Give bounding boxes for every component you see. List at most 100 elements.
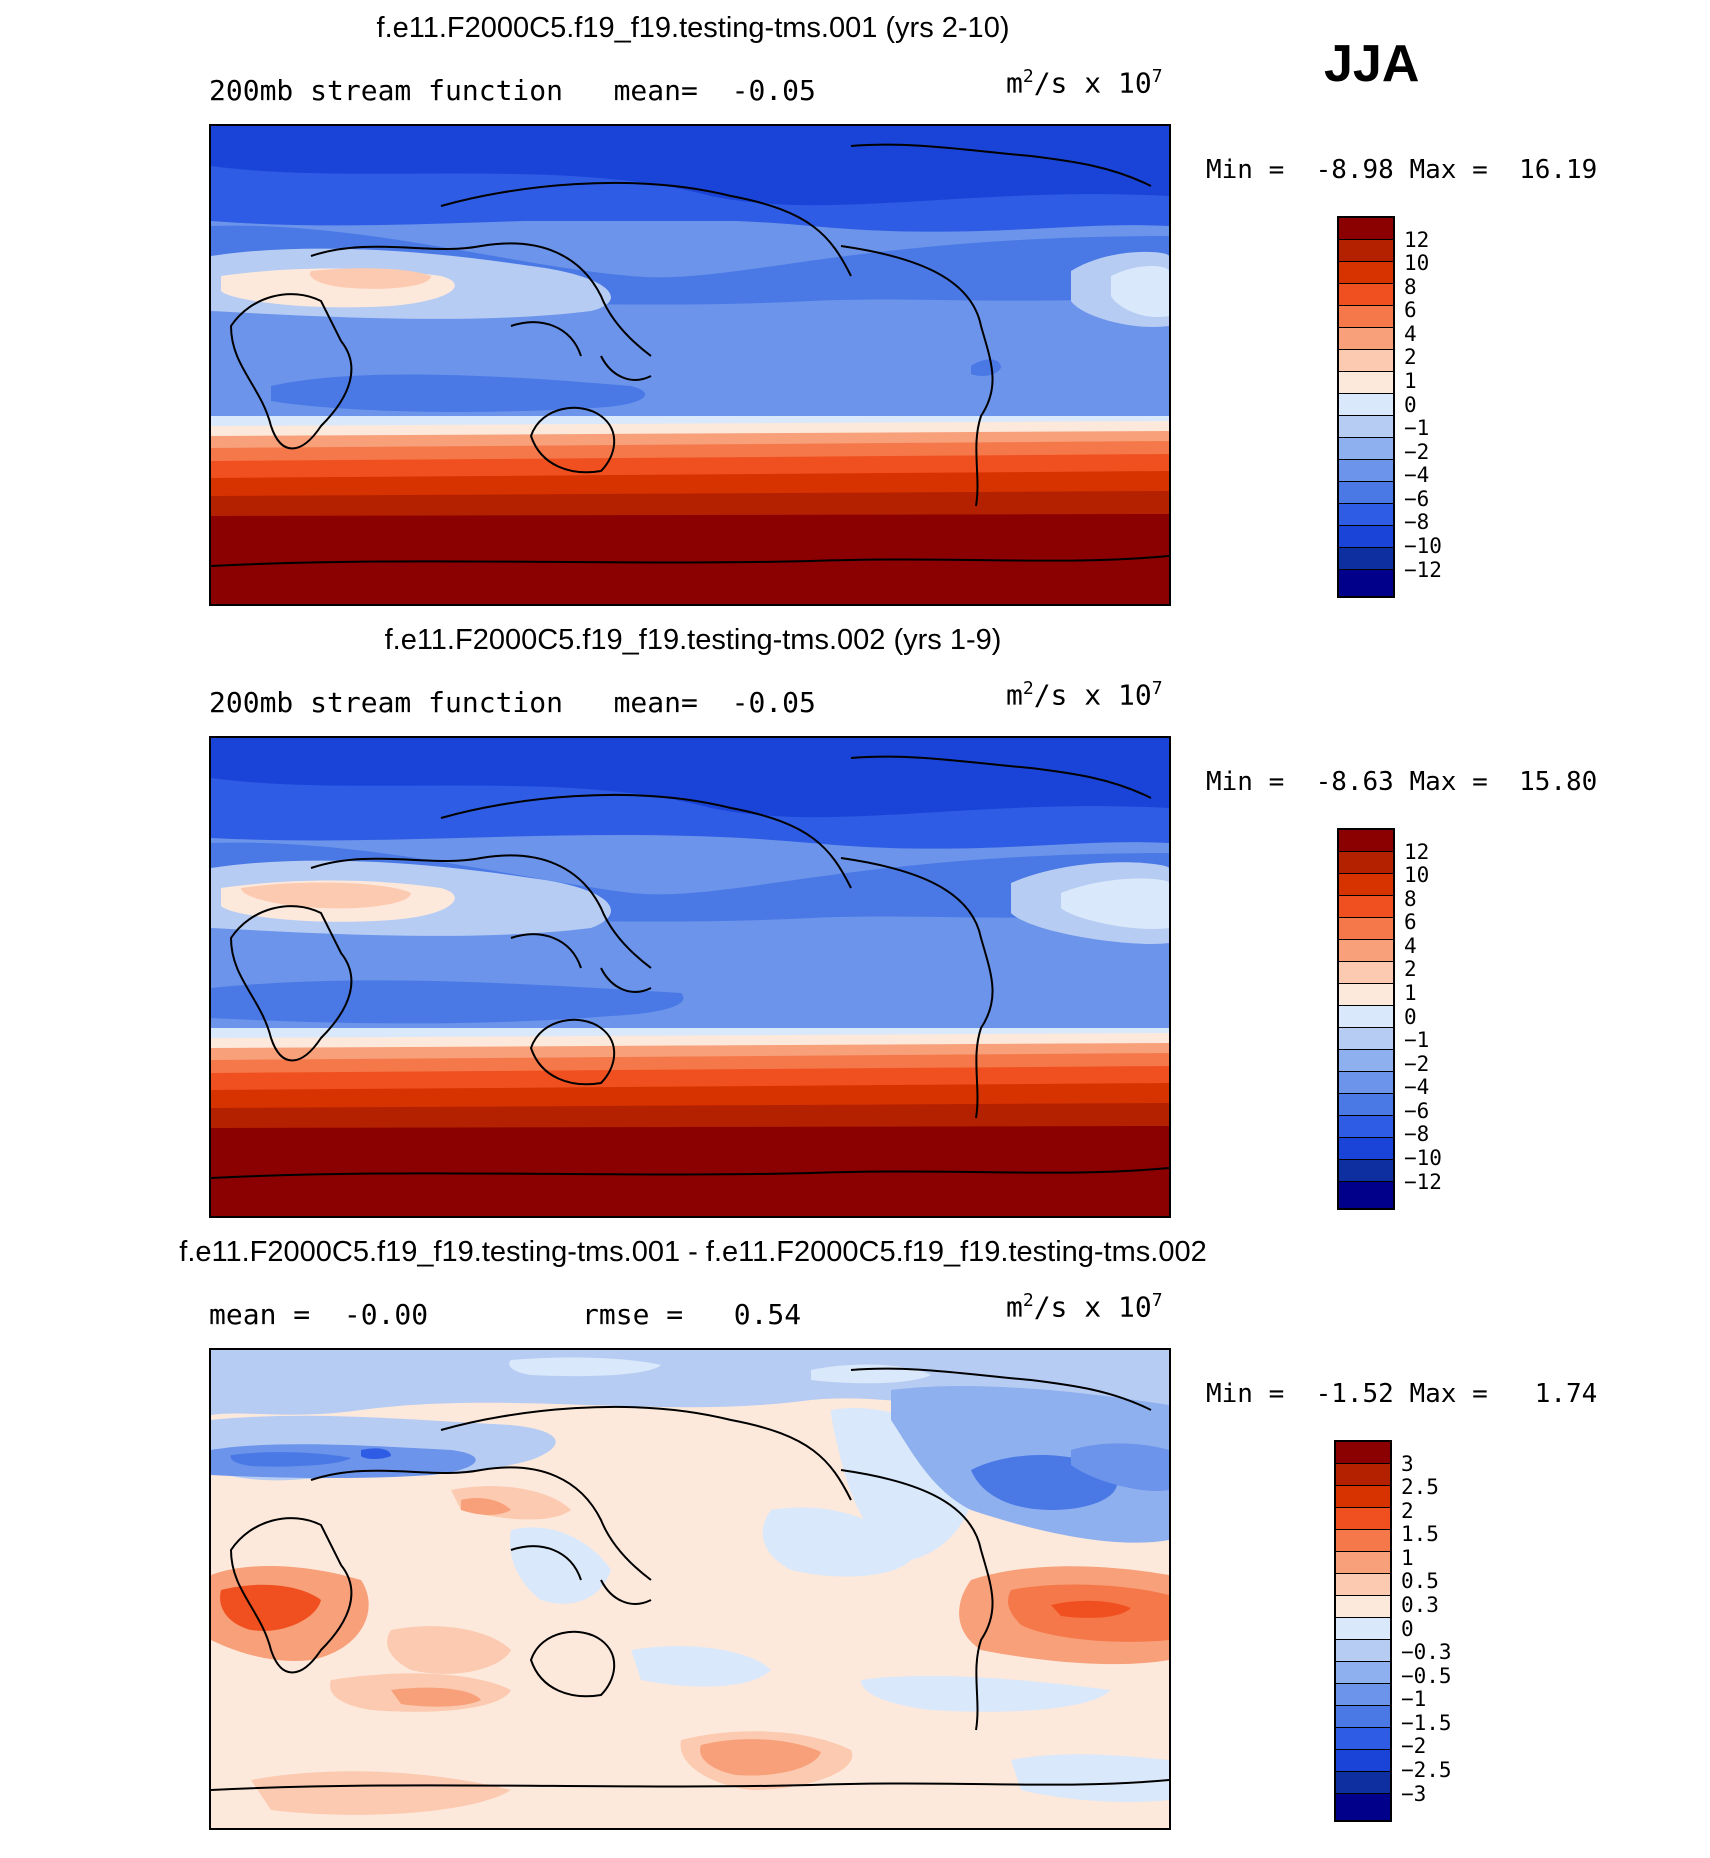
- colorbar-swatch: [1339, 306, 1393, 328]
- colorbar-swatch: [1339, 1028, 1393, 1050]
- colorbar-label: −2: [1404, 1052, 1430, 1076]
- colorbar-swatch: [1339, 962, 1393, 984]
- colorbar-swatch: [1339, 1182, 1393, 1208]
- panel-3-map-svg: [211, 1350, 1169, 1828]
- colorbar-label: −2.5: [1401, 1758, 1452, 1782]
- colorbar-swatch: [1339, 548, 1393, 570]
- colorbar-swatch: [1339, 1050, 1393, 1072]
- colorbar-label: 0: [1404, 393, 1417, 417]
- panel-1-colorbar: [1337, 216, 1395, 598]
- season-label: JJA: [1324, 35, 1420, 93]
- colorbar-label: 3: [1401, 1452, 1414, 1476]
- colorbar-swatch: [1336, 1750, 1390, 1772]
- colorbar-swatch: [1339, 984, 1393, 1006]
- panel-1-map-svg: [211, 126, 1169, 604]
- panel-2-map-svg: [211, 738, 1169, 1216]
- colorbar-label: −4: [1404, 1075, 1430, 1099]
- colorbar-label: 4: [1404, 934, 1417, 958]
- colorbar-label: −4: [1404, 463, 1430, 487]
- colorbar-label: 1: [1404, 981, 1417, 1005]
- colorbar-label: 1: [1404, 369, 1417, 393]
- colorbar-label: 2: [1401, 1499, 1414, 1523]
- colorbar-swatch: [1336, 1486, 1390, 1508]
- colorbar-label: −3: [1401, 1782, 1427, 1806]
- panel-1-units: m2/s x 107: [1006, 66, 1163, 100]
- panel-3-minmax: Min = -1.52 Max = 1.74: [1206, 1379, 1598, 1409]
- colorbar-swatch: [1339, 438, 1393, 460]
- colorbar-label: 8: [1404, 887, 1417, 911]
- colorbar-label: 6: [1404, 910, 1417, 934]
- colorbar-swatch: [1339, 328, 1393, 350]
- colorbar-swatch: [1336, 1662, 1390, 1684]
- panel-2-colorbar: [1337, 828, 1395, 1210]
- colorbar-swatch: [1336, 1640, 1390, 1662]
- colorbar-label: 0.5: [1401, 1569, 1439, 1593]
- panel-case-001: f.e11.F2000C5.f19_f19.testing-tms.001 (y…: [0, 0, 1710, 612]
- colorbar-label: 12: [1404, 228, 1430, 252]
- colorbar-swatch: [1339, 896, 1393, 918]
- colorbar-label: 1.5: [1401, 1522, 1439, 1546]
- colorbar-label: 0.3: [1401, 1593, 1439, 1617]
- colorbar-swatch: [1339, 1160, 1393, 1182]
- colorbar-swatch: [1336, 1552, 1390, 1574]
- colorbar-label: −1: [1401, 1687, 1427, 1711]
- colorbar-swatch: [1339, 1116, 1393, 1138]
- colorbar-swatch: [1336, 1794, 1390, 1820]
- colorbar-swatch: [1336, 1464, 1390, 1486]
- panel-case-002: f.e11.F2000C5.f19_f19.testing-tms.002 (y…: [0, 612, 1710, 1224]
- colorbar-swatch: [1339, 262, 1393, 284]
- colorbar-swatch: [1339, 284, 1393, 306]
- colorbar-label: −1: [1404, 416, 1430, 440]
- colorbar-label: −12: [1404, 1170, 1442, 1194]
- colorbar-swatch: [1339, 350, 1393, 372]
- panel-2-map: [209, 736, 1171, 1218]
- colorbar-label: 10: [1404, 863, 1430, 887]
- colorbar-label: −6: [1404, 1099, 1430, 1123]
- panel-2-units: m2/s x 107: [1006, 678, 1163, 712]
- panel-2-title: f.e11.F2000C5.f19_f19.testing-tms.002 (y…: [384, 624, 1002, 656]
- colorbar-label: −2: [1404, 440, 1430, 464]
- colorbar-swatch: [1339, 570, 1393, 596]
- panel-1-title: f.e11.F2000C5.f19_f19.testing-tms.001 (y…: [376, 12, 1010, 44]
- colorbar-label: 12: [1404, 840, 1430, 864]
- colorbar-label: 6: [1404, 298, 1417, 322]
- colorbar-swatch: [1339, 1006, 1393, 1028]
- colorbar-label: −1: [1404, 1028, 1430, 1052]
- colorbar-swatch: [1339, 830, 1393, 852]
- colorbar-swatch: [1339, 852, 1393, 874]
- colorbar-swatch: [1339, 482, 1393, 504]
- colorbar-swatch: [1336, 1706, 1390, 1728]
- colorbar-swatch: [1339, 416, 1393, 438]
- colorbar-swatch: [1339, 918, 1393, 940]
- panel-3-rmse: rmse = 0.54: [582, 1298, 802, 1331]
- colorbar-swatch: [1336, 1618, 1390, 1640]
- colorbar-label: 2: [1404, 957, 1417, 981]
- colorbar-swatch: [1336, 1684, 1390, 1706]
- colorbar-label: −12: [1404, 558, 1442, 582]
- colorbar-swatch: [1336, 1442, 1390, 1464]
- colorbar-label: −10: [1404, 534, 1442, 558]
- colorbar-label: 2.5: [1401, 1475, 1439, 1499]
- colorbar-swatch: [1339, 394, 1393, 416]
- colorbar-label: 2: [1404, 345, 1417, 369]
- colorbar-label: −2: [1401, 1734, 1427, 1758]
- colorbar-swatch: [1339, 218, 1393, 240]
- colorbar-swatch: [1339, 372, 1393, 394]
- colorbar-swatch: [1339, 526, 1393, 548]
- colorbar-swatch: [1339, 1072, 1393, 1094]
- panel-1-subtitle: 200mb stream function mean= -0.05: [209, 74, 816, 107]
- colorbar-swatch: [1339, 1094, 1393, 1116]
- colorbar-swatch: [1339, 240, 1393, 262]
- colorbar-label: 0: [1401, 1617, 1414, 1641]
- panel-3-units: m2/s x 107: [1006, 1290, 1163, 1324]
- panel-3-map: [209, 1348, 1171, 1830]
- panel-difference: f.e11.F2000C5.f19_f19.testing-tms.001 - …: [0, 1224, 1710, 1858]
- colorbar-label: 1: [1401, 1546, 1414, 1570]
- panel-2-subtitle: 200mb stream function mean= -0.05: [209, 686, 816, 719]
- colorbar-label: 10: [1404, 251, 1430, 275]
- colorbar-swatch: [1336, 1574, 1390, 1596]
- colorbar-swatch: [1336, 1728, 1390, 1750]
- colorbar-label: −0.3: [1401, 1640, 1452, 1664]
- colorbar-swatch: [1339, 504, 1393, 526]
- colorbar-label: −1.5: [1401, 1711, 1452, 1735]
